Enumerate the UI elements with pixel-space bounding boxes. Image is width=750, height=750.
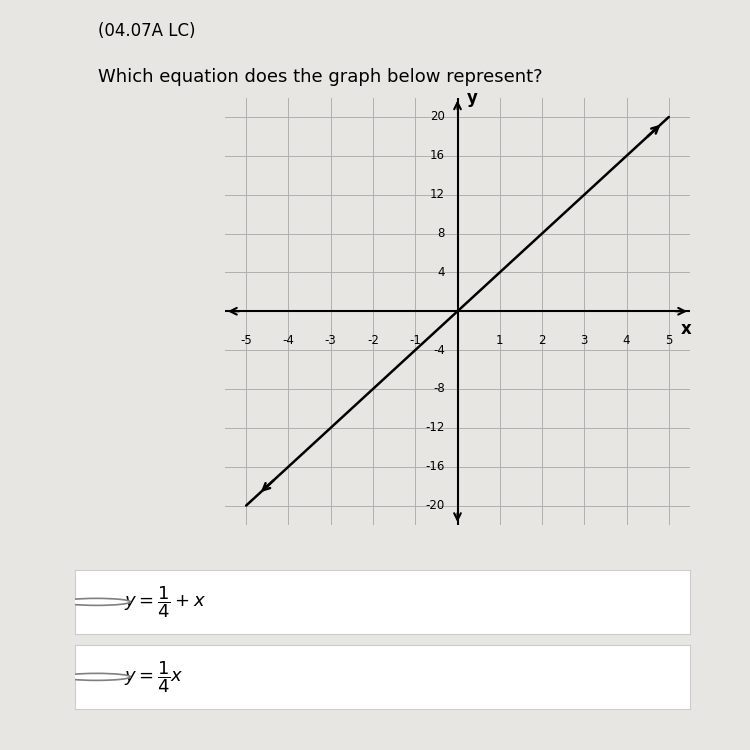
Text: -4: -4 (433, 344, 445, 356)
Text: 20: 20 (430, 110, 445, 124)
Text: -2: -2 (367, 334, 379, 346)
Text: y: y (466, 88, 478, 106)
Text: 1: 1 (496, 334, 503, 346)
Text: -16: -16 (425, 460, 445, 473)
Text: 5: 5 (665, 334, 673, 346)
Text: 16: 16 (430, 149, 445, 162)
Text: -1: -1 (410, 334, 422, 346)
Text: 2: 2 (538, 334, 546, 346)
Text: $y = \dfrac{1}{4}x$: $y = \dfrac{1}{4}x$ (124, 659, 184, 694)
Text: $y = \dfrac{1}{4} + x$: $y = \dfrac{1}{4} + x$ (124, 584, 206, 620)
Circle shape (63, 598, 130, 605)
Text: 4: 4 (622, 334, 630, 346)
Text: -20: -20 (425, 499, 445, 512)
Text: 8: 8 (437, 227, 445, 240)
Text: Which equation does the graph below represent?: Which equation does the graph below repr… (98, 68, 542, 86)
Text: -12: -12 (425, 422, 445, 434)
Text: 12: 12 (430, 188, 445, 201)
Text: 3: 3 (580, 334, 588, 346)
Text: -5: -5 (240, 334, 252, 346)
Text: x: x (680, 320, 692, 338)
Text: 4: 4 (437, 266, 445, 279)
Text: (04.07A LC): (04.07A LC) (98, 22, 195, 40)
Circle shape (63, 674, 130, 680)
Text: -3: -3 (325, 334, 337, 346)
Text: -4: -4 (283, 334, 294, 346)
Text: -8: -8 (433, 382, 445, 395)
